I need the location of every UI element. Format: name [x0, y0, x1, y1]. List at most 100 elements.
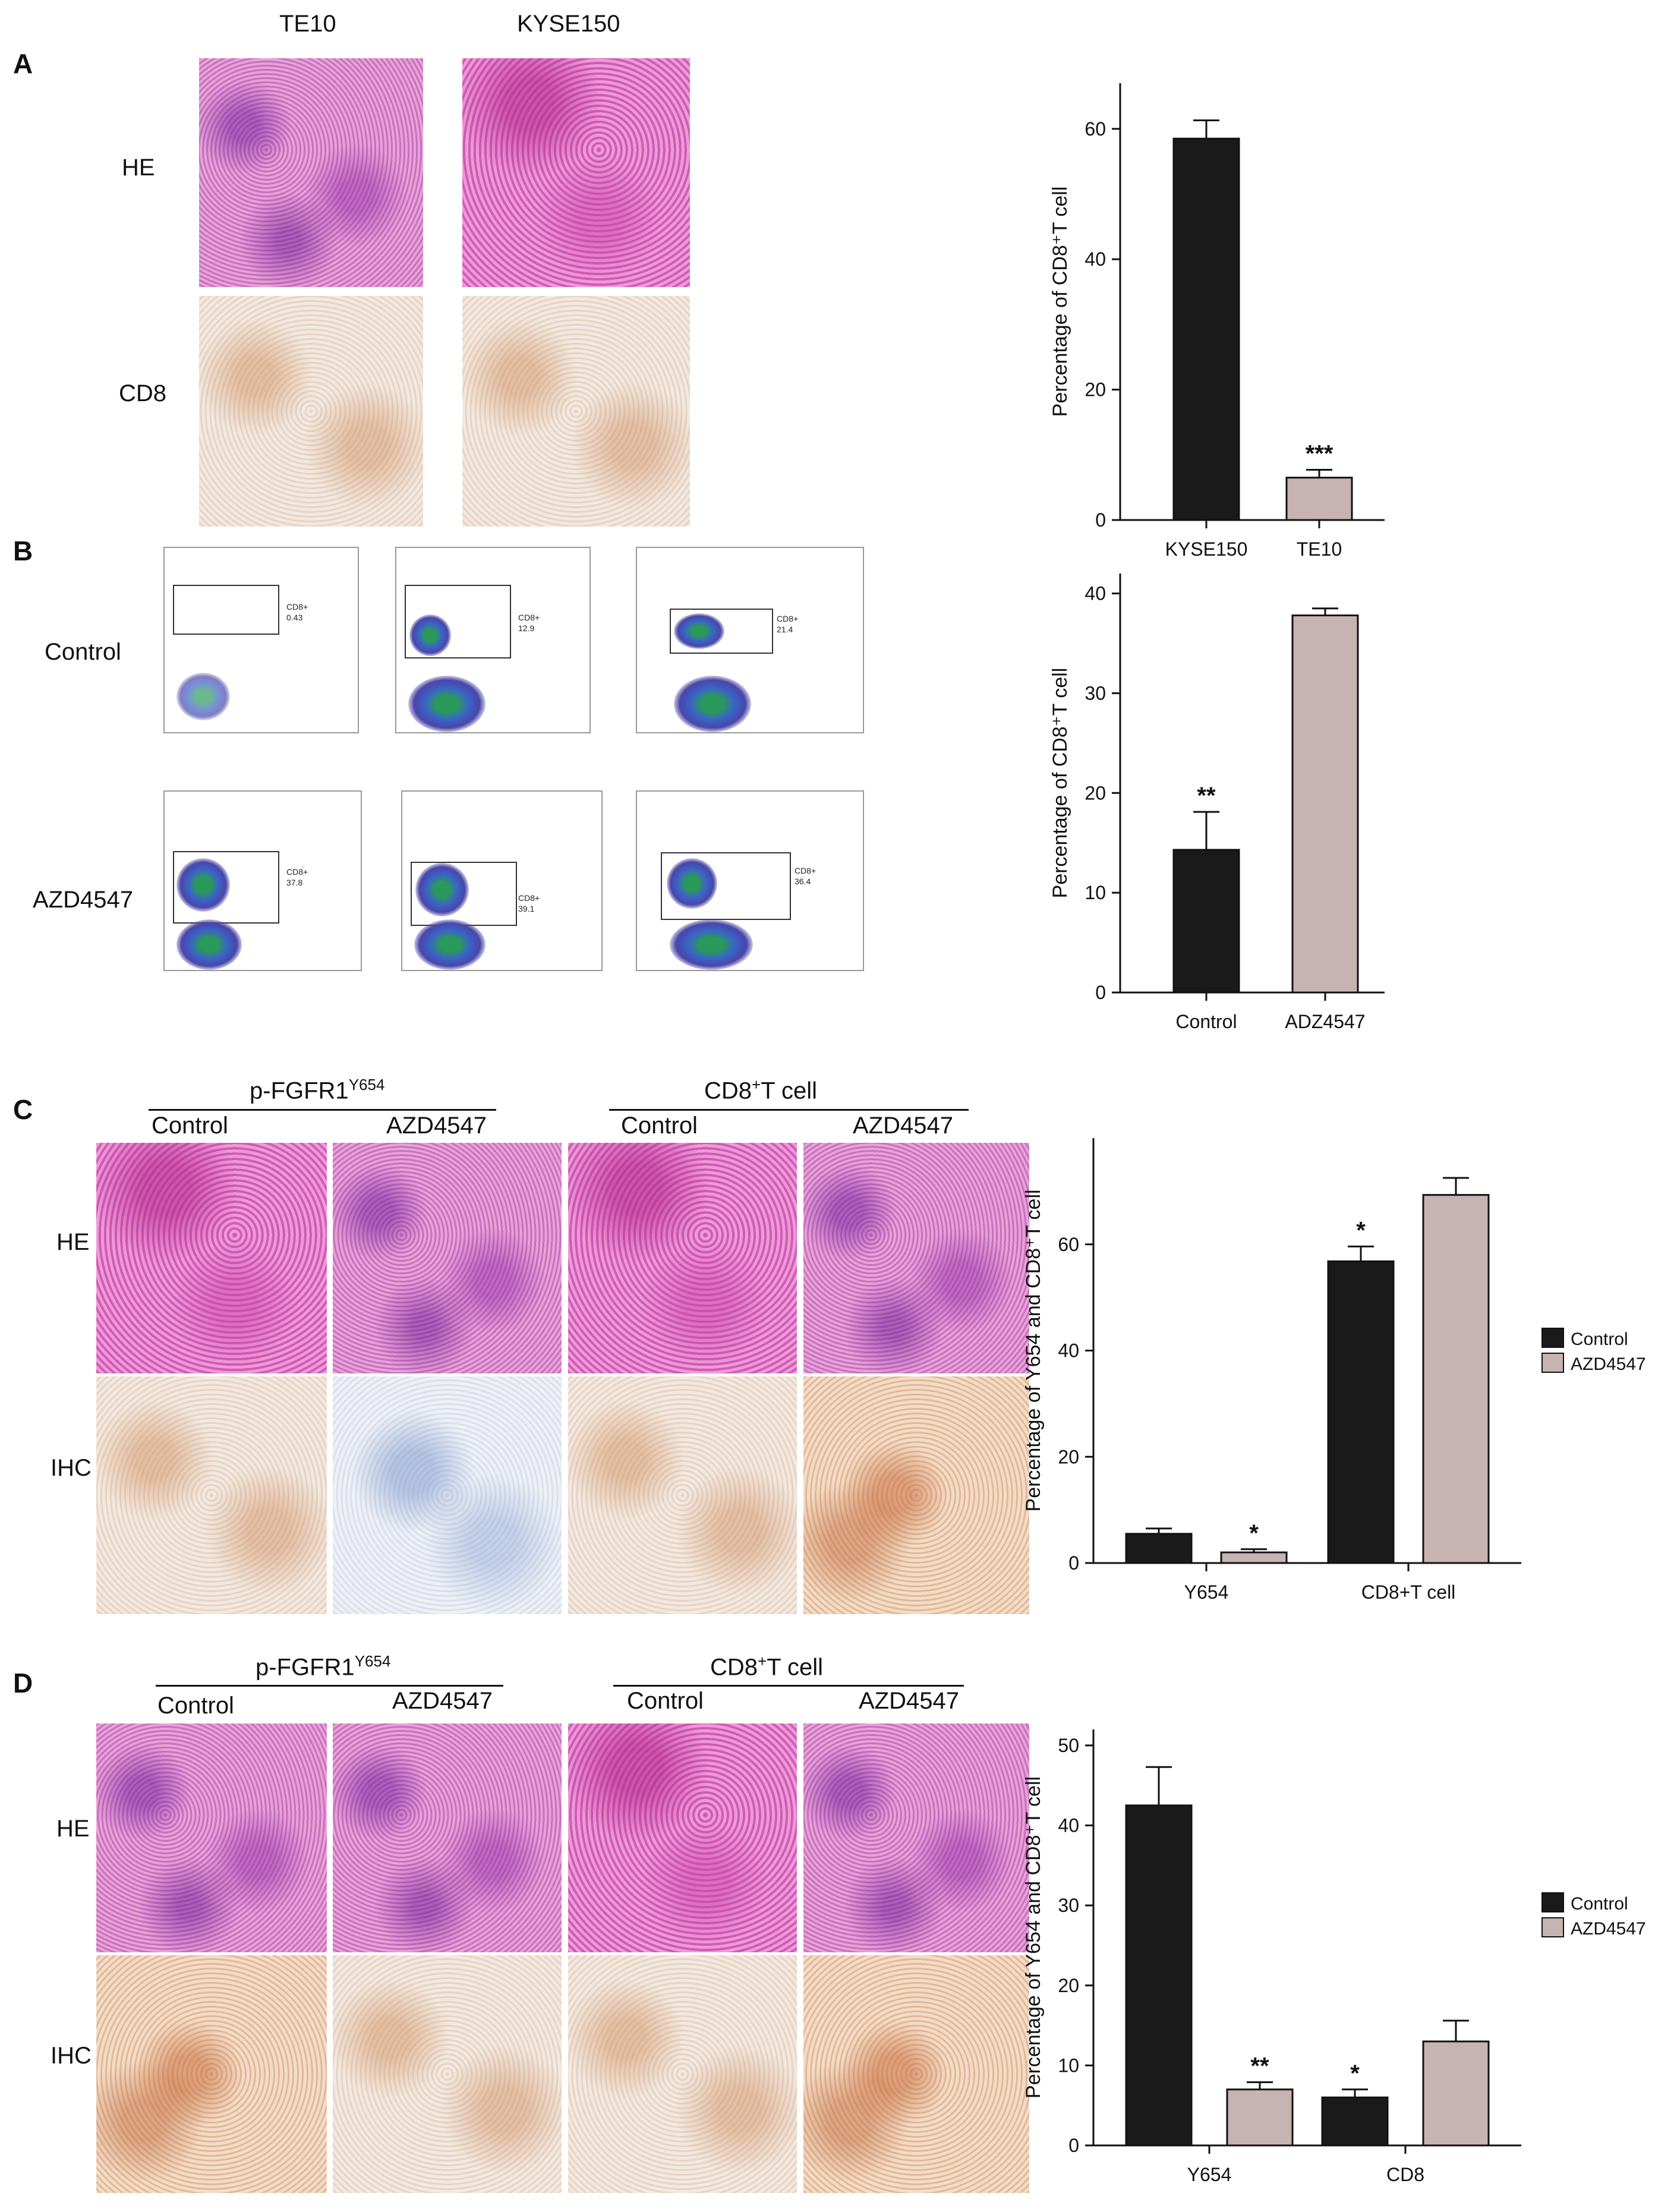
cell-population: [408, 676, 486, 732]
legend-swatch: [1541, 1328, 1564, 1348]
bar: [1125, 1533, 1193, 1564]
cell-population: [415, 863, 469, 916]
gate-value: 12.9: [518, 623, 535, 633]
micrograph-he: [96, 1723, 327, 1952]
col-label-control: Control: [152, 1113, 228, 1139]
micrograph-he: [96, 1143, 327, 1373]
y-tick-label: 0: [1068, 2135, 1079, 2156]
y-axis-label: Percentage of CD8⁺T cell: [1049, 668, 1071, 899]
bar: [1226, 2088, 1294, 2147]
x-tick-label: CD8: [1386, 2164, 1424, 2185]
cell-population: [176, 858, 230, 912]
flow-plot-azd-2: CD8+ 39.1: [401, 790, 603, 971]
y-tick-label: 0: [1095, 509, 1106, 531]
micrograph-he: [568, 1723, 797, 1952]
legend-label: AZD4547: [1571, 1354, 1646, 1374]
micrograph-ihc: [96, 1376, 327, 1614]
y-tick-label: 40: [1085, 583, 1106, 604]
col-label-control: Control: [157, 1693, 234, 1719]
cell-population: [674, 676, 751, 732]
group-label-cd8t: CD8+T cell: [710, 1652, 824, 1681]
bar: [1172, 849, 1240, 994]
chart-c: 0 20 40 60 Percentage of Y654 and CD8⁺T cell…: [1022, 1138, 1646, 1603]
flow-plot-azd-1: CD8+ 37.8: [163, 790, 362, 971]
y-tick-label: 10: [1058, 2055, 1079, 2076]
panel-letter-d: D: [13, 1668, 33, 1699]
y-tick-label: 0: [1095, 982, 1106, 1003]
micrograph-ihc: [333, 1376, 562, 1614]
y-tick-label: 20: [1085, 782, 1106, 803]
micrograph-he: [803, 1723, 1029, 1952]
flow-plot-control-2: CD8+ 12.9: [395, 547, 591, 733]
bar: [1422, 2040, 1490, 2147]
y-tick-label: 60: [1085, 118, 1106, 140]
bar: [1285, 477, 1353, 521]
legend-label: AZD4547: [1571, 1919, 1646, 1939]
micrograph-ihc: [333, 1955, 562, 2193]
micrograph-he-kyse150: [462, 58, 690, 287]
col-label-azd4547: AZD4547: [859, 1688, 959, 1714]
micrograph-ihc: [568, 1955, 797, 2193]
y-tick-label: 20: [1058, 1975, 1079, 1996]
y-tick-label: 30: [1058, 1895, 1079, 1916]
panel-letter-b: B: [13, 535, 33, 566]
gate-label: CD8+: [518, 893, 540, 903]
col-label-azd4547: AZD4547: [853, 1113, 953, 1139]
gate-value: 39.1: [518, 904, 535, 913]
y-tick-label: 40: [1058, 1340, 1079, 1362]
micrograph-he: [333, 1723, 562, 1952]
significance-marker: **: [1197, 783, 1216, 809]
col-label-azd4547: AZD4547: [386, 1113, 487, 1139]
y-tick-label: 60: [1058, 1234, 1079, 1255]
micrograph-he: [333, 1143, 562, 1373]
row-label-cd8: CD8: [119, 380, 167, 407]
x-tick-label: Control: [1175, 1011, 1237, 1032]
x-tick-label: CD8+T cell: [1361, 1581, 1456, 1603]
row-label-he: HE: [56, 1816, 90, 1842]
micrograph-ihc: [803, 1955, 1029, 2193]
gate-box: [661, 852, 791, 920]
gate-label: CD8+: [286, 867, 308, 877]
gate-label: CD8+: [795, 866, 816, 875]
legend-swatch: [1541, 1917, 1564, 1937]
y-axis-label: Percentage of CD8⁺T cell: [1049, 187, 1071, 417]
row-label-ihc: IHC: [51, 2043, 92, 2069]
chart-a: 0 20 40 60 Percentage of CD8⁺T cell KYSE150 **…: [1049, 83, 1385, 560]
cell-population: [674, 613, 724, 649]
y-tick-label: 50: [1058, 1735, 1079, 1756]
flow-plot-azd-3: CD8+ 36.4: [636, 790, 864, 971]
flow-plot-control-1: CD8+ 0.43: [163, 547, 359, 733]
bar: [1172, 137, 1240, 521]
panel-letter-c: C: [13, 1094, 33, 1125]
gate-value: 21.4: [777, 625, 793, 634]
flow-plot-control-3: CD8+ 21.4: [636, 547, 864, 733]
y-tick-label: 0: [1068, 1552, 1079, 1574]
micrograph-he-te10: [199, 58, 423, 287]
significance-marker: ***: [1306, 441, 1333, 467]
group-underline: [149, 1109, 496, 1111]
significance-marker: *: [1350, 2060, 1360, 2087]
chart-b: 0 10 20 30 40 Percentage of CD8⁺T cell ** Contr…: [1049, 574, 1385, 1032]
gate-value: 36.4: [795, 877, 811, 886]
y-axis-label: Percentage of Y654 and CD8⁺T cell: [1022, 1776, 1045, 2098]
row-label-azd4547: AZD4547: [33, 887, 133, 913]
bar: [1220, 1551, 1288, 1564]
x-tick-label: Y654: [1187, 2164, 1232, 2185]
gate-label: CD8+: [518, 613, 540, 622]
cell-population: [670, 919, 753, 970]
bar: [1422, 1194, 1490, 1564]
legend-swatch: [1541, 1892, 1564, 1912]
significance-marker: *: [1249, 1520, 1259, 1546]
y-tick-label: 40: [1058, 1815, 1079, 1836]
cell-population: [414, 919, 486, 970]
y-tick-label: 10: [1085, 882, 1106, 903]
micrograph-ihc: [803, 1376, 1029, 1614]
gate-box: [173, 585, 279, 635]
micrograph-ihc: [568, 1376, 797, 1614]
chart-d: 0 10 20 30 40 50 Percentage of Y654 and CD8⁺T …: [1022, 1729, 1646, 2185]
micrograph-he: [803, 1143, 1029, 1373]
micrograph-cd8-te10: [199, 296, 423, 527]
panel-letter-a: A: [13, 48, 33, 79]
significance-marker: *: [1356, 1217, 1366, 1243]
row-label-control: Control: [45, 639, 121, 665]
